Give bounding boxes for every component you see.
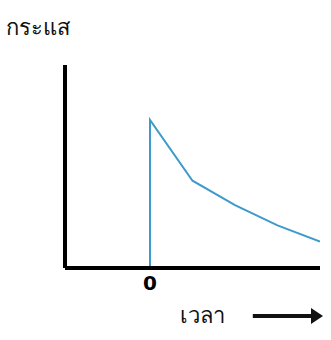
svg-text:0: 0 bbox=[143, 271, 157, 295]
html-text:กระแส: กระแส bbox=[6, 15, 70, 40]
html-text:เวลา: เวลา bbox=[180, 303, 225, 328]
